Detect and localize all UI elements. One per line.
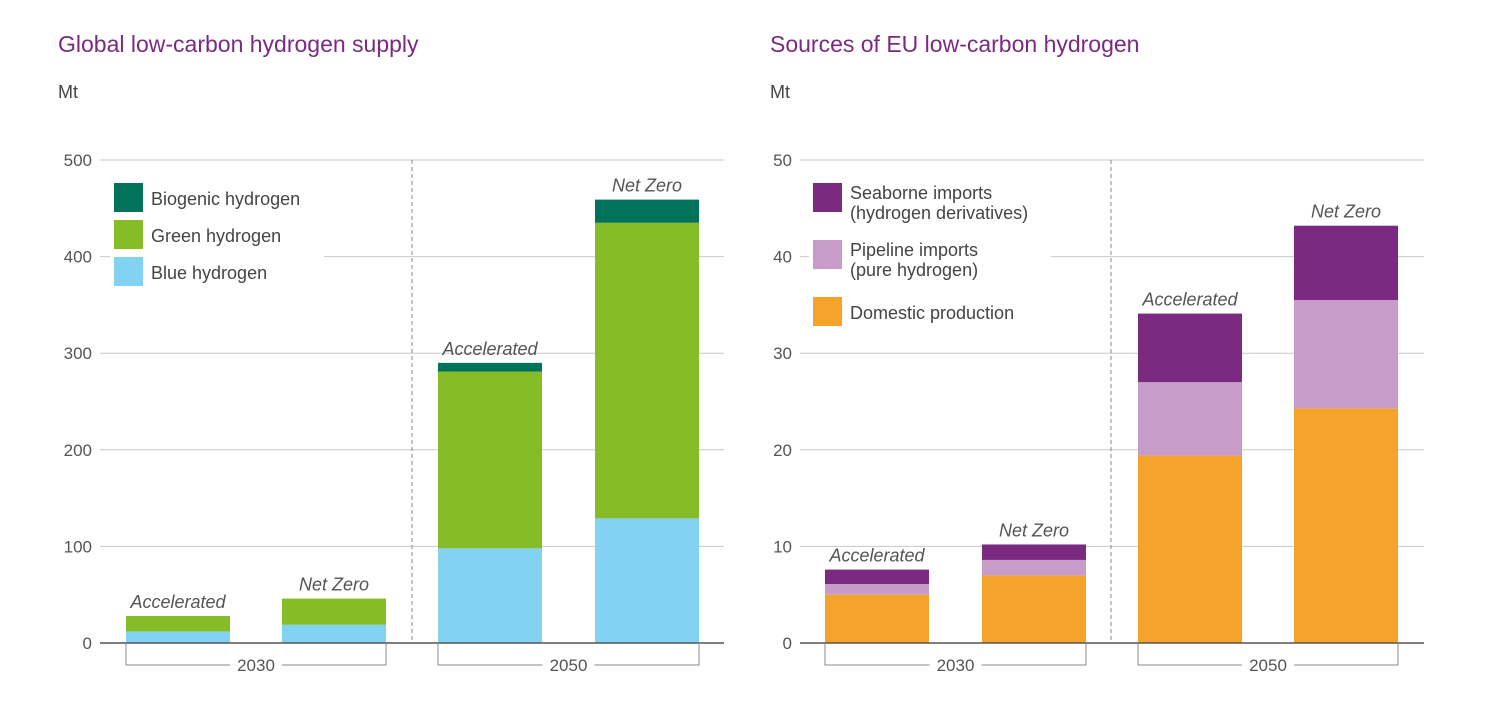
chart-title: Sources of EU low-carbon hydrogen: [770, 31, 1139, 57]
bar-segment: [438, 548, 542, 643]
y-tick-label: 200: [64, 441, 92, 460]
bar-segment: [595, 518, 699, 643]
bar-scenario-label: Accelerated: [129, 592, 226, 612]
legend-swatch: [813, 183, 842, 212]
legend-label: Biogenic hydrogen: [151, 189, 300, 209]
bar-segment: [282, 624, 386, 643]
y-tick-label: 300: [64, 344, 92, 363]
group-bracket: [824, 643, 1087, 666]
bar-segment: [982, 575, 1086, 643]
group-bracket: [437, 643, 700, 666]
bar-segment: [825, 569, 929, 585]
bar-scenario-label: Net Zero: [1311, 202, 1381, 222]
legend-swatch: [114, 257, 143, 286]
legend-swatch: [813, 240, 842, 269]
bar-scenario-label: Accelerated: [441, 339, 538, 359]
legend-label: Green hydrogen: [151, 226, 281, 246]
bar-segment: [1138, 313, 1242, 383]
y-tick-label: 30: [773, 344, 792, 363]
legend-box: [110, 177, 324, 285]
x-group-label: 2030: [237, 656, 275, 675]
bar-segment: [1138, 455, 1242, 643]
y-tick-label: 400: [64, 248, 92, 267]
bar-segment: [1294, 225, 1398, 301]
y-tick-label: 50: [773, 151, 792, 170]
chart-panel-1: Global low-carbon hydrogen supply Mt 0 100 2…: [58, 31, 724, 675]
bar-segment: [982, 559, 1086, 576]
bar-segment: [595, 222, 699, 519]
group-bracket: [125, 643, 387, 666]
y-tick-label: 20: [773, 441, 792, 460]
bar-segment: [825, 584, 929, 595]
y-tick-label: 500: [64, 151, 92, 170]
bar-segment: [438, 371, 542, 549]
bar-scenario-label: Accelerated: [828, 546, 925, 566]
bar-segment: [595, 199, 699, 223]
bar-segment: [825, 594, 929, 643]
legend-label: Domestic production: [850, 303, 1014, 323]
bar-segment: [982, 544, 1086, 560]
y-tick-label: 0: [83, 634, 92, 653]
legend-label: (pure hydrogen): [850, 260, 978, 280]
group-bracket: [1137, 643, 1399, 666]
bar-segment: [126, 631, 230, 643]
chart-title: Global low-carbon hydrogen supply: [58, 31, 419, 57]
y-tick-label: 0: [783, 634, 792, 653]
bar-scenario-label: Net Zero: [999, 520, 1069, 540]
y-tick-label: 40: [773, 248, 792, 267]
legend-label: Blue hydrogen: [151, 263, 267, 283]
bar-segment: [1294, 408, 1398, 643]
bar-segment: [282, 598, 386, 625]
x-group-label: 2030: [937, 656, 975, 675]
x-group-label: 2050: [550, 656, 588, 675]
bar-segment: [1294, 300, 1398, 409]
unit-label: Mt: [58, 82, 78, 102]
bar-scenario-label: Accelerated: [1141, 290, 1238, 310]
legend-swatch: [114, 220, 143, 249]
bar-segment: [126, 615, 230, 632]
bar-segment: [1138, 382, 1242, 456]
x-group-label: 2050: [1249, 656, 1287, 675]
y-tick-label: 100: [64, 537, 92, 556]
legend-swatch: [114, 183, 143, 212]
bar-segment: [438, 362, 542, 372]
legend-label: Seaborne imports: [850, 183, 992, 203]
bar-scenario-label: Net Zero: [612, 176, 682, 196]
y-tick-label: 10: [773, 537, 792, 556]
unit-label: Mt: [770, 82, 790, 102]
bar-scenario-label: Net Zero: [299, 575, 369, 595]
legend-box: [809, 177, 1051, 327]
legend-swatch: [813, 297, 842, 326]
legend-label: Pipeline imports: [850, 240, 978, 260]
chart-panel-2: Sources of EU low-carbon hydrogen Mt 0 10 20…: [770, 31, 1424, 675]
legend-label: (hydrogen derivatives): [850, 203, 1028, 223]
